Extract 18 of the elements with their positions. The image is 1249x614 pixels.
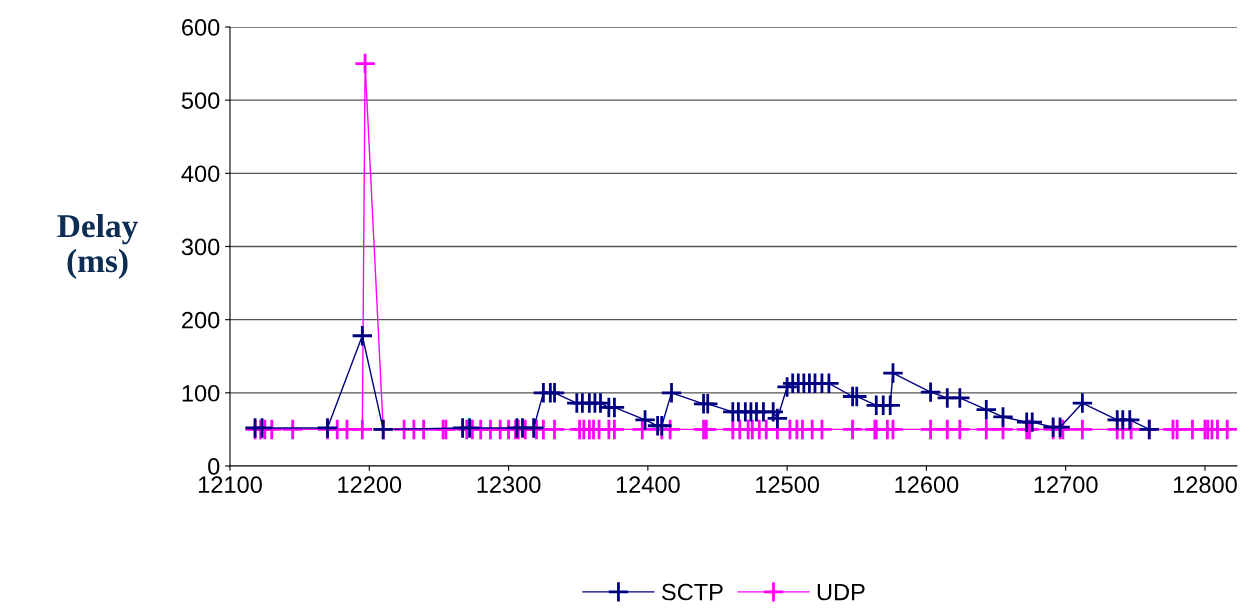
x-tick-label: 12600: [895, 476, 959, 494]
y-axis-title: Delay (ms): [57, 213, 138, 280]
y-tick-label: 300: [181, 238, 220, 256]
y-tick-label: 600: [182, 19, 220, 36]
x-tick-label: 12700: [1034, 476, 1098, 494]
y-tick-label: 200: [182, 311, 220, 329]
x-tick-label: 12400: [616, 476, 680, 494]
y-tick-label: 0: [208, 458, 220, 475]
legend-label: SCTP: [662, 583, 723, 601]
y-tick-label: 500: [181, 92, 220, 109]
y-tick-label: 100: [182, 384, 220, 402]
legend-label: UDP: [817, 583, 865, 601]
x-tick-label: 12100: [198, 476, 262, 494]
x-tick-label: 12200: [338, 476, 402, 494]
x-tick-label: 12300: [477, 476, 541, 494]
x-tick-label: 12800: [1173, 476, 1237, 494]
x-tick-label: 12500: [756, 476, 820, 494]
y-tick-label: 400: [181, 165, 220, 183]
